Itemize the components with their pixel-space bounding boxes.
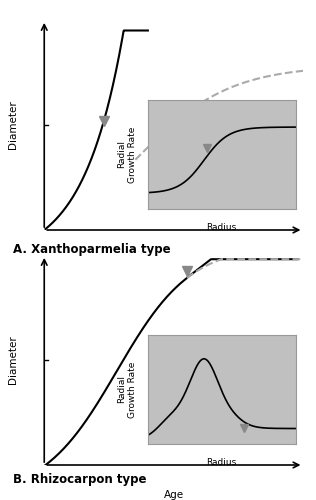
Text: Diameter: Diameter — [8, 100, 18, 150]
Text: Age: Age — [164, 490, 184, 500]
Text: B. Rhizocarpon type: B. Rhizocarpon type — [13, 472, 146, 486]
Text: A. Xanthoparmelia type: A. Xanthoparmelia type — [13, 242, 170, 256]
Text: Age: Age — [164, 255, 184, 265]
Text: Diameter: Diameter — [8, 336, 18, 384]
